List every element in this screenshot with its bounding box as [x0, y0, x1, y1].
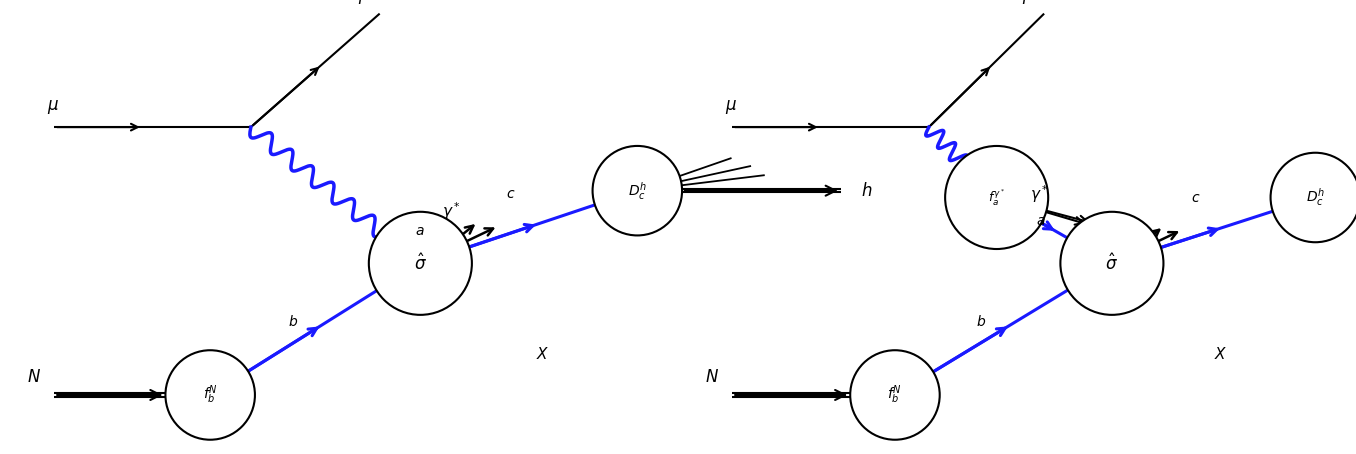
- Text: $N$: $N$: [705, 368, 719, 386]
- Text: $\gamma^*$: $\gamma^*$: [1031, 183, 1050, 205]
- Text: $D_c^h$: $D_c^h$: [1306, 187, 1325, 208]
- Text: $a$: $a$: [415, 224, 424, 238]
- Text: $c$: $c$: [1191, 191, 1200, 205]
- Text: $\mu$: $\mu$: [47, 98, 60, 116]
- Circle shape: [850, 350, 940, 440]
- Circle shape: [369, 212, 472, 315]
- Text: $D_c^h$: $D_c^h$: [628, 180, 647, 202]
- Text: $X$: $X$: [1214, 346, 1227, 362]
- Text: $X$: $X$: [536, 346, 549, 362]
- Circle shape: [945, 146, 1048, 249]
- Text: $\mu'$: $\mu'$: [358, 0, 374, 7]
- Circle shape: [593, 146, 682, 236]
- Circle shape: [1060, 212, 1163, 315]
- Text: $\gamma^*$: $\gamma^*$: [442, 200, 461, 222]
- Text: $\hat{\sigma}$: $\hat{\sigma}$: [1105, 253, 1119, 274]
- Text: $c$: $c$: [506, 188, 515, 202]
- Circle shape: [1271, 153, 1356, 242]
- Text: $b$: $b$: [976, 314, 987, 329]
- Text: $b$: $b$: [289, 314, 298, 329]
- Circle shape: [165, 350, 255, 440]
- Text: $a$: $a$: [1036, 214, 1045, 228]
- Text: $f_b^N$: $f_b^N$: [202, 384, 218, 406]
- Text: $\mu$: $\mu$: [725, 98, 738, 116]
- Text: $N$: $N$: [27, 368, 41, 386]
- Text: $\hat{\sigma}$: $\hat{\sigma}$: [414, 253, 427, 274]
- Text: $f_a^{\gamma^*}$: $f_a^{\gamma^*}$: [989, 188, 1005, 207]
- Text: $f_b^N$: $f_b^N$: [887, 384, 903, 406]
- Text: $h$: $h$: [861, 182, 872, 200]
- Text: $\mu'$: $\mu'$: [1022, 0, 1039, 7]
